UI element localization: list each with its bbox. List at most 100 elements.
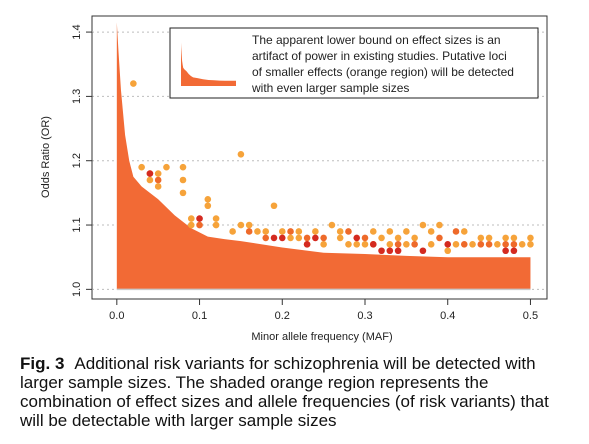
point-s1-12 [452, 228, 460, 235]
point-s1-3 [262, 234, 270, 242]
point-s1-17 [510, 241, 518, 248]
figure-caption: Fig. 3 Additional risk variants for schiz… [20, 354, 576, 430]
data-points [130, 80, 534, 255]
point-s0-60 [527, 234, 534, 242]
point-s1-8 [361, 234, 369, 242]
point-s2-11 [419, 247, 427, 255]
x-tick-label-4: 0.4 [440, 310, 455, 322]
annotation-inset-region [181, 42, 236, 86]
point-s2-13 [502, 247, 509, 255]
x-tick-label-1: 0.1 [192, 310, 207, 322]
point-s1-9 [394, 241, 402, 248]
annotation-line-1: artifact of power in existing studies. P… [252, 49, 507, 63]
point-s1-11 [436, 234, 443, 242]
point-s0-13 [204, 202, 212, 210]
point-s0-22 [270, 202, 278, 210]
point-s0-49 [444, 247, 452, 255]
point-s2-5 [312, 234, 319, 242]
point-s0-31 [336, 234, 344, 242]
point-s0-29 [320, 241, 327, 248]
point-s0-5 [154, 170, 162, 177]
y-axis-label: Odds Ratio (OR) [40, 116, 52, 198]
point-s1-6 [320, 234, 327, 242]
point-s0-33 [345, 241, 352, 248]
point-s0-26 [295, 228, 303, 235]
y-tick-label-4: 1.4 [71, 24, 83, 39]
point-s0-30 [328, 221, 336, 229]
point-s0-32 [336, 228, 344, 235]
point-s0-57 [510, 234, 518, 242]
caption-label: Fig. 3 [20, 354, 65, 373]
point-s0-17 [237, 150, 245, 158]
point-s2-0 [146, 170, 154, 177]
point-s0-19 [245, 221, 253, 229]
point-s0-42 [403, 228, 410, 235]
point-s0-52 [469, 241, 476, 248]
point-s1-13 [460, 241, 468, 248]
point-s0-43 [403, 241, 410, 248]
point-s0-9 [179, 189, 187, 197]
point-s2-2 [270, 234, 278, 242]
point-s0-58 [518, 241, 526, 248]
point-s0-6 [163, 163, 170, 171]
y-tick-label-3: 1.3 [71, 89, 83, 104]
y-tick-label-0: 1.0 [71, 282, 83, 297]
point-s0-50 [452, 241, 460, 248]
point-s0-36 [369, 228, 377, 235]
point-s1-16 [502, 241, 509, 248]
point-s0-16 [229, 228, 236, 235]
point-s0-34 [353, 241, 361, 248]
y-tick-label-2: 1.2 [71, 153, 83, 168]
point-s0-21 [262, 228, 270, 235]
x-tick-label-3: 0.3 [357, 310, 372, 322]
point-s2-14 [510, 247, 518, 255]
point-s0-48 [436, 221, 443, 229]
point-s2-4 [303, 241, 311, 248]
x-tick-label-2: 0.2 [275, 310, 290, 322]
point-s2-8 [378, 247, 385, 255]
caption-text: Additional risk variants for schizophren… [20, 354, 549, 430]
point-s0-25 [295, 234, 303, 242]
point-s1-7 [345, 228, 352, 235]
point-s2-10 [394, 247, 402, 255]
point-s1-0 [154, 176, 162, 184]
point-s0-4 [154, 183, 162, 190]
point-s0-24 [287, 234, 294, 242]
point-s0-56 [502, 234, 509, 242]
point-s0-2 [146, 176, 154, 184]
annotation-text: The apparent lower bound on effect sizes… [251, 33, 514, 95]
x-tick-label-0: 0.0 [109, 310, 124, 322]
point-s0-8 [179, 176, 187, 184]
point-s0-46 [427, 228, 435, 235]
point-s0-12 [204, 196, 212, 203]
point-s1-14 [477, 241, 485, 248]
point-s0-54 [485, 234, 493, 242]
point-s1-4 [287, 228, 294, 235]
point-s1-5 [303, 234, 311, 242]
point-s1-1 [196, 221, 203, 229]
point-s0-10 [187, 221, 195, 229]
x-axis-label: Minor allele frequency (MAF) [251, 331, 392, 343]
point-s2-9 [386, 247, 394, 255]
point-s2-12 [444, 241, 452, 248]
detectable-region-area [116, 22, 531, 290]
point-s0-35 [361, 241, 369, 248]
point-s0-7 [179, 163, 187, 171]
point-s0-0 [130, 80, 137, 87]
chart: 0.0 0.1 0.2 0.3 0.4 0.5 1.0 1.1 1.2 1.3 1.4 The a… [40, 15, 548, 343]
point-s1-15 [485, 241, 493, 248]
x-tick-label-5: 0.5 [523, 310, 538, 322]
y-tick-label-1: 1.1 [71, 217, 83, 232]
x-axis: 0.0 0.1 0.2 0.3 0.4 0.5 [109, 298, 538, 322]
annotation-line-0: The apparent lower bound on effect sizes… [252, 33, 501, 47]
point-s0-51 [460, 228, 468, 235]
point-s0-38 [378, 234, 385, 242]
point-s0-44 [411, 234, 418, 242]
point-s0-1 [138, 163, 145, 171]
point-s0-53 [477, 234, 485, 242]
point-s2-6 [353, 234, 361, 242]
y-axis: 1.0 1.1 1.2 1.3 1.4 [71, 24, 93, 297]
annotation-box: The apparent lower bound on effect sizes… [169, 27, 539, 99]
point-s0-28 [312, 228, 319, 235]
point-s1-2 [245, 228, 253, 235]
